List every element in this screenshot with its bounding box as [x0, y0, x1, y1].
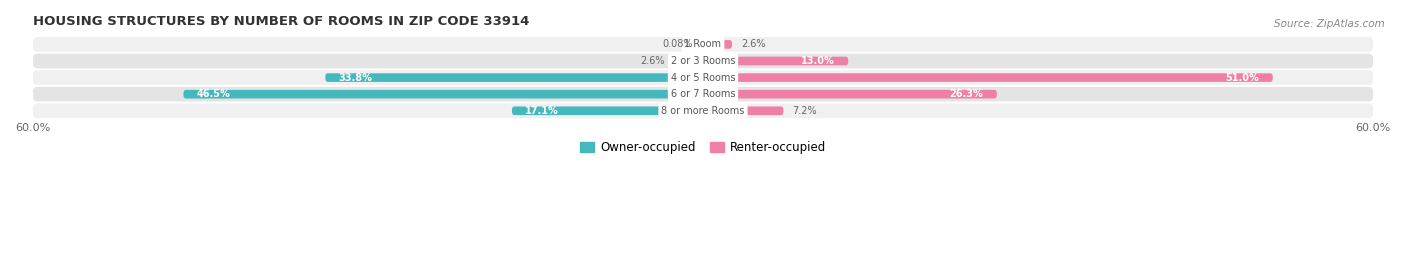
FancyBboxPatch shape	[703, 57, 848, 65]
Text: 1 Room: 1 Room	[685, 39, 721, 49]
Text: 2 or 3 Rooms: 2 or 3 Rooms	[671, 56, 735, 66]
FancyBboxPatch shape	[703, 40, 733, 49]
FancyBboxPatch shape	[32, 87, 1374, 101]
Text: Source: ZipAtlas.com: Source: ZipAtlas.com	[1274, 19, 1385, 29]
FancyBboxPatch shape	[703, 73, 1272, 82]
Text: 0.08%: 0.08%	[662, 39, 693, 49]
Text: 2.6%: 2.6%	[641, 56, 665, 66]
Text: HOUSING STRUCTURES BY NUMBER OF ROOMS IN ZIP CODE 33914: HOUSING STRUCTURES BY NUMBER OF ROOMS IN…	[32, 15, 529, 28]
Text: 33.8%: 33.8%	[339, 73, 373, 83]
FancyBboxPatch shape	[32, 70, 1374, 85]
FancyBboxPatch shape	[703, 107, 783, 115]
Text: 4 or 5 Rooms: 4 or 5 Rooms	[671, 73, 735, 83]
FancyBboxPatch shape	[512, 107, 703, 115]
Legend: Owner-occupied, Renter-occupied: Owner-occupied, Renter-occupied	[575, 136, 831, 159]
Text: 17.1%: 17.1%	[526, 106, 560, 116]
FancyBboxPatch shape	[673, 57, 703, 65]
FancyBboxPatch shape	[32, 104, 1374, 118]
Text: 8 or more Rooms: 8 or more Rooms	[661, 106, 745, 116]
Text: 7.2%: 7.2%	[793, 106, 817, 116]
Text: 51.0%: 51.0%	[1226, 73, 1260, 83]
Text: 26.3%: 26.3%	[949, 89, 983, 99]
FancyBboxPatch shape	[32, 37, 1374, 52]
Text: 46.5%: 46.5%	[197, 89, 231, 99]
FancyBboxPatch shape	[183, 90, 703, 98]
FancyBboxPatch shape	[325, 73, 703, 82]
FancyBboxPatch shape	[700, 40, 704, 49]
Text: 13.0%: 13.0%	[801, 56, 835, 66]
Text: 6 or 7 Rooms: 6 or 7 Rooms	[671, 89, 735, 99]
FancyBboxPatch shape	[703, 90, 997, 98]
Text: 2.6%: 2.6%	[741, 39, 765, 49]
FancyBboxPatch shape	[32, 54, 1374, 68]
